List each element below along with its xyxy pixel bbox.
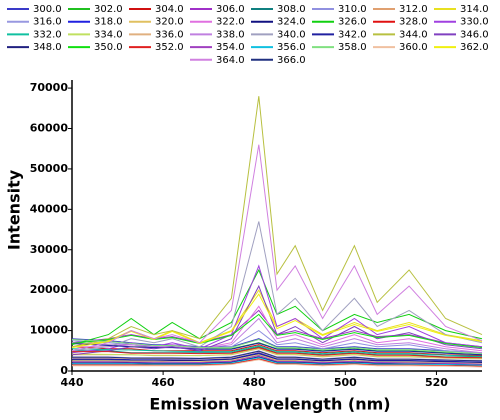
y-tick-label: 10000 [30,324,69,337]
y-tick-label: 20000 [30,283,69,296]
legend-label: 344.0 [399,29,428,40]
legend-label: 348.0 [33,42,62,53]
series-line [72,356,483,366]
y-tick-label: 70000 [30,81,69,94]
series-line [71,313,483,349]
legend-label: 302.0 [94,4,123,15]
series-line [72,347,483,359]
legend-label: 304.0 [155,4,184,15]
series-line [71,344,483,357]
legend-label: 360.0 [399,42,428,53]
legend-label: 342.0 [338,29,367,40]
legend-label: 328.0 [399,17,428,28]
legend-label: 346.0 [460,29,489,40]
series-line [72,353,483,363]
legend-label: 364.0 [216,55,245,66]
legend-label: 356.0 [277,42,306,53]
series-line [71,221,483,352]
legend-label: 326.0 [338,17,367,28]
series-line [72,355,483,365]
series-line [71,317,483,354]
legend-label: 300.0 [33,4,62,15]
x-tick-label: 460 [152,376,175,389]
y-axis-title: Intensity [5,169,24,250]
legend-label: 352.0 [155,42,184,53]
series-line [71,144,483,352]
y-tick-label: 30000 [30,243,69,256]
series-line [71,293,483,349]
legend-label: 354.0 [216,42,245,53]
legend-label: 366.0 [277,55,306,66]
series-line [71,338,483,355]
y-tick-label: 60000 [30,122,69,135]
series-line [71,264,483,354]
legend-label: 308.0 [277,4,306,15]
x-tick-label: 480 [243,376,266,389]
series-line [71,347,483,359]
legend-label: 306.0 [216,4,245,15]
legend-label: 330.0 [460,17,489,28]
legend-label: 322.0 [216,17,245,28]
series-line [72,354,483,365]
legend-label: 334.0 [94,29,123,40]
x-tick-label: 500 [334,376,357,389]
legend-label: 316.0 [33,17,62,28]
series-line [72,350,483,362]
legend-label: 318.0 [94,17,123,28]
y-tick-label: 0 [60,364,68,377]
legend-label: 310.0 [338,4,367,15]
series-line [71,345,483,357]
series-line [71,342,483,356]
series-line [71,96,483,348]
legend-label: 350.0 [94,42,123,53]
x-axis-title: Emission Wavelength (nm) [149,395,390,414]
legend-label: 314.0 [460,4,489,15]
legend-label: 312.0 [399,4,428,15]
legend-label: 332.0 [33,29,62,40]
legend-label: 362.0 [460,42,489,53]
legend-label: 340.0 [277,29,306,40]
legend-label: 338.0 [216,29,245,40]
series-line [72,358,483,367]
legend-label: 324.0 [277,17,306,28]
y-tick-label: 40000 [30,202,69,215]
legend-label: 336.0 [155,29,184,40]
series-line [71,338,483,354]
legend-label: 358.0 [338,42,367,53]
x-tick-label: 440 [61,376,84,389]
x-tick-label: 520 [425,376,448,389]
legend-label: 320.0 [155,17,184,28]
series-line [72,357,483,366]
series-line [72,359,483,368]
y-tick-label: 50000 [30,162,69,175]
